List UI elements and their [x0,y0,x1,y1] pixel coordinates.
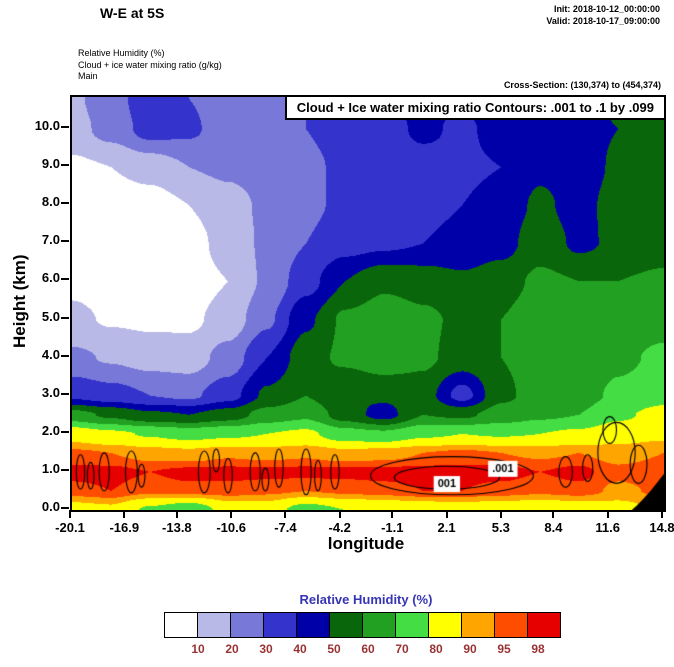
colorbar-tick-label: 10 [191,642,205,656]
y-tick-mark [61,202,69,205]
valid-timestamp: Valid: 2018-10-17_09:00:00 [546,15,660,26]
colorbar [164,612,561,638]
x-tick-label: -16.9 [109,520,140,535]
y-tick-mark [61,164,69,167]
colorbar-cell [527,612,561,638]
x-tick-label: -4.2 [328,520,351,535]
y-tick-label: 0.0 [41,499,60,514]
y-tick-mark [61,354,69,357]
colorbar-cell [197,612,231,638]
y-tick-label: 7.0 [41,232,60,248]
y-tick-label: 10.0 [34,118,60,133]
x-tick-label: 8.4 [544,520,563,535]
x-tick-label: -1.1 [381,520,404,535]
x-tick-mark [606,510,609,518]
colorbar-cell [494,612,528,638]
field-line-rh: Relative Humidity (%) [78,48,165,58]
colorbar-tick-label: 90 [463,642,477,656]
init-valid-timestamps: Init: 2018-10-12_00:00:00 Valid: 2018-10… [546,4,660,27]
colorbar-tick-label: 40 [293,642,307,656]
x-axis-title: longitude [327,534,405,553]
colorbar-cell [461,612,495,638]
x-tick-label: -13.8 [162,520,192,535]
colorbar-title: Relative Humidity (%) [299,592,433,607]
x-tick-mark [661,510,663,518]
init-timestamp: Init: 2018-10-12_00:00:00 [553,4,660,14]
y-tick-mark [61,240,69,243]
page-title: W-E at 5S [100,5,165,21]
plot-area: Cloud + Ice water mixing ratio Contours:… [70,95,666,512]
x-tick-label: -10.6 [216,520,246,535]
x-tick-mark [445,510,448,518]
colorbar-tick-label: 30 [259,642,273,656]
y-tick-label: 1.0 [41,460,60,476]
x-tick-label: 11.6 [595,520,621,535]
colorbar-cell [164,612,198,638]
x-tick-mark [69,510,71,518]
x-tick-mark [338,510,341,518]
x-tick-label: 5.3 [491,520,510,535]
y-tick-label: 3.0 [41,384,60,400]
y-tick-mark [61,278,69,281]
y-tick-mark [61,468,69,471]
y-tick-label: 8.0 [41,194,60,210]
y-tick-mark [61,392,69,395]
colorbar-cell [296,612,330,638]
colorbar-cell [263,612,297,638]
y-tick-label: 2.0 [41,422,60,438]
colorbar-cell [230,612,264,638]
x-tick-label: 14.8 [649,520,674,535]
y-tick-label: 9.0 [41,156,60,172]
colorbar-tick-label: 60 [361,642,375,656]
y-tick-label: 6.0 [41,270,60,286]
field-line-domain: Main [78,71,98,82]
field-line-cloud: Cloud + ice water mixing ratio (g/kg) [78,59,222,70]
x-tick-mark [552,510,555,518]
contour-info-box: Cloud + Ice water mixing ratio Contours:… [284,95,666,120]
colorbar-tick-label: 80 [429,642,443,656]
colorbar-tick-label: 70 [395,642,409,656]
colorbar-cell [362,612,396,638]
colorbar-cell [395,612,429,638]
x-tick-mark [123,510,126,518]
x-tick-mark [391,510,394,518]
y-tick-label: 5.0 [41,308,60,324]
contour-field-canvas [72,97,664,510]
x-tick-mark [499,510,502,518]
y-tick-label: 4.0 [41,346,60,362]
cross-section-label: Cross-Section: (130,374) to (454,374) [503,80,661,90]
colorbar-tick-label: 95 [497,642,511,656]
colorbar-cell [428,612,462,638]
colorbar-cell [329,612,363,638]
y-axis-title: Height (km) [10,254,29,349]
field-description: Relative Humidity (%) Cloud + ice water … [78,48,222,83]
x-tick-mark [175,510,178,518]
y-tick-mark [61,430,69,433]
x-tick-mark [230,510,233,518]
x-tick-label: -20.1 [55,520,85,535]
x-tick-mark [284,510,287,518]
x-tick-label: -7.4 [274,520,297,535]
y-tick-mark [61,507,69,509]
y-tick-mark [61,316,69,319]
colorbar-tick-label: 98 [531,642,545,656]
y-tick-mark [61,126,69,128]
colorbar-tick-label: 50 [327,642,341,656]
colorbar-tick-label: 20 [225,642,239,656]
x-tick-label: 2.1 [437,520,456,535]
